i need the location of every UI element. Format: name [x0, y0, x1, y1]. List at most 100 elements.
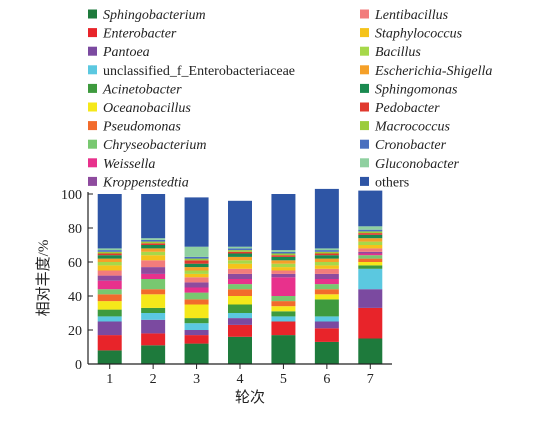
- bar-segment-sphingomonas-round-4: [228, 253, 252, 257]
- legend-label: Escherichia-Shigella: [374, 64, 492, 79]
- legend-label: Pedobacter: [374, 101, 440, 116]
- legend-swatch: [360, 176, 369, 186]
- bar-segment-sphingomonas-round-3: [184, 263, 209, 268]
- bar-segment-oceanobacillus-round-3: [184, 304, 209, 319]
- x-tick-label: 1: [106, 372, 113, 387]
- bar-segment-macrococcus-round-7: [358, 231, 383, 234]
- bar-segment-staphylococcus-round-7: [358, 245, 383, 249]
- bar-segment-escherichia-shigella-round-7: [358, 238, 383, 242]
- bar-segment-kroppenstedtia-round-4: [228, 273, 252, 279]
- legend-swatch: [88, 102, 97, 112]
- legend-label: unclassified_f_Enterobacteriaceae: [103, 64, 295, 79]
- bar-segment-pantoea-round-1: [97, 321, 122, 336]
- x-axis-title: 轮次: [235, 389, 265, 406]
- bar-segment-kroppenstedtia-round-3: [184, 282, 209, 288]
- bar-segment-others-round-2: [141, 194, 166, 239]
- legend-swatch: [88, 83, 97, 93]
- bar-segment-staphylococcus-round-2: [141, 255, 166, 261]
- bar-segment-chryseobacterium-round-1: [97, 289, 122, 295]
- bar-segment-pseudomonas-round-1: [97, 294, 122, 302]
- bar-segment-unclassified-f-enterobacteriaceae-round-6: [314, 316, 339, 322]
- bar-segment-macrococcus-round-2: [141, 241, 166, 244]
- bar-segment-lentibacillus-round-4: [228, 268, 252, 274]
- bar-segment-pedobacter-round-4: [228, 251, 252, 254]
- plot-area: [97, 188, 383, 364]
- legend-label: Staphylococcus: [375, 27, 463, 42]
- bar-segment-acinetobacter-round-5: [271, 311, 296, 317]
- bar-segment-oceanobacillus-round-1: [97, 301, 122, 310]
- bar-segment-weissella-round-1: [97, 280, 122, 290]
- bar-segment-sphingomonas-round-7: [358, 234, 383, 239]
- legend-swatch: [360, 102, 369, 112]
- bar-segment-oceanobacillus-round-7: [358, 262, 383, 266]
- legend-swatch: [88, 28, 97, 38]
- legend-swatch: [88, 9, 97, 19]
- bar-segment-weissella-round-4: [228, 279, 252, 285]
- bar-segment-others-round-7: [358, 190, 383, 227]
- bar-segment-weissella-round-2: [141, 273, 166, 279]
- bar-segment-escherichia-shigella-round-4: [228, 256, 252, 261]
- bar-segment-macrococcus-round-1: [97, 251, 122, 254]
- legend-label: Sphingomonas: [375, 82, 458, 97]
- legend-swatch: [360, 121, 369, 131]
- bar-segment-staphylococcus-round-4: [228, 263, 252, 269]
- bar-segment-gluconobacter-round-6: [314, 248, 339, 251]
- bar-segment-gluconobacter-round-7: [358, 226, 383, 230]
- bar-segment-lentibacillus-round-5: [271, 270, 296, 274]
- bar-segment-pedobacter-round-5: [271, 255, 296, 257]
- bar-segment-gluconobacter-round-2: [141, 238, 166, 240]
- bar-segment-sphingomonas-round-2: [141, 245, 166, 249]
- bar-segment-pseudomonas-round-6: [314, 289, 339, 295]
- bar-segment-oceanobacillus-round-4: [228, 296, 252, 305]
- bar-segment-pseudomonas-round-7: [358, 258, 383, 262]
- bar-segment-cronobacter-round-7: [358, 229, 383, 232]
- x-tick-label: 6: [323, 372, 330, 387]
- bar-segment-chryseobacterium-round-3: [184, 292, 209, 300]
- bar-segment-others-round-6: [314, 188, 339, 249]
- bar-segment-pedobacter-round-3: [184, 260, 209, 264]
- y-tick-label: 20: [68, 324, 82, 339]
- legend-swatch: [360, 46, 369, 56]
- bar-segment-enterobacter-round-5: [271, 321, 296, 336]
- bar-segment-pseudomonas-round-3: [184, 299, 209, 305]
- bar-segment-sphingobacterium-round-4: [228, 336, 252, 364]
- bar-segment-gluconobacter-round-4: [228, 246, 252, 249]
- bar-segment-cronobacter-round-1: [97, 250, 122, 252]
- bar-segment-weissella-round-5: [271, 277, 296, 296]
- bar-segment-kroppenstedtia-round-6: [314, 273, 339, 279]
- legend-label: Acinetobacter: [102, 82, 182, 97]
- bar-segment-sphingomonas-round-6: [314, 255, 339, 259]
- bar-segment-bacillus-round-4: [228, 260, 252, 264]
- bar-segment-bacillus-round-3: [184, 270, 209, 274]
- bar-segment-macrococcus-round-4: [228, 250, 252, 252]
- bar-segment-sphingobacterium-round-6: [314, 341, 339, 364]
- legend-swatch: [88, 121, 97, 131]
- bar-segment-staphylococcus-round-5: [271, 267, 296, 271]
- bar-segment-gluconobacter-round-3: [184, 246, 209, 257]
- bar-segment-unclassified-f-enterobacteriaceae-round-3: [184, 323, 209, 330]
- legend-label: Weissella: [103, 157, 155, 172]
- y-axis-title: 相对丰度/%: [35, 240, 52, 317]
- bar-segment-staphylococcus-round-3: [184, 273, 209, 278]
- bar-segment-lentibacillus-round-3: [184, 277, 209, 283]
- legend-label: Macrococcus: [374, 120, 450, 135]
- bar-segment-acinetobacter-round-2: [141, 307, 166, 313]
- x-tick-label: 2: [150, 372, 157, 387]
- bar-segment-unclassified-f-enterobacteriaceae-round-1: [97, 316, 122, 322]
- bar-segment-pedobacter-round-6: [314, 253, 339, 256]
- bar-segment-enterobacter-round-3: [184, 335, 209, 344]
- bar-segment-pedobacter-round-2: [141, 243, 166, 245]
- bar-segment-cronobacter-round-2: [141, 239, 166, 242]
- bar-segment-pseudomonas-round-5: [271, 301, 296, 307]
- y-tick-label: 80: [68, 222, 82, 237]
- legend-label: Sphingobacterium: [103, 8, 206, 23]
- bar-segment-weissella-round-7: [358, 253, 383, 256]
- legend-label: Cronobacter: [375, 138, 447, 153]
- legend-label: Pantoea: [102, 45, 150, 60]
- bar-segment-others-round-4: [228, 200, 252, 247]
- bar-segment-kroppenstedtia-round-1: [97, 275, 122, 281]
- legend-label: Enterobacter: [102, 27, 177, 42]
- legend-label: Lentibacillus: [374, 8, 449, 23]
- bar-segment-kroppenstedtia-round-7: [358, 251, 383, 254]
- legend-label: Oceanobacillus: [103, 101, 191, 116]
